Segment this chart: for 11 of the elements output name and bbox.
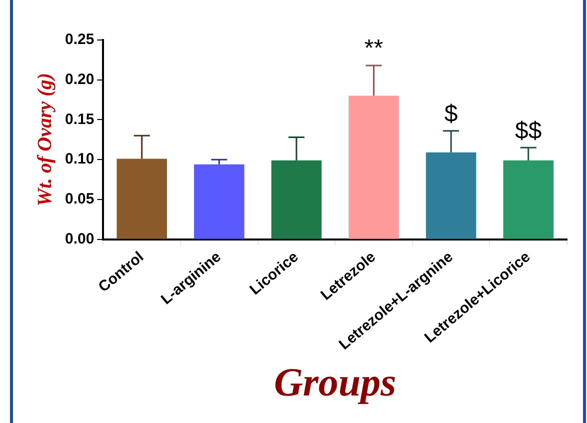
y-tick-label: 0.25 bbox=[64, 31, 94, 48]
y-tick-label: 0.05 bbox=[64, 190, 94, 208]
y-tick-label: 0.20 bbox=[64, 71, 94, 88]
y-axis-title: Wt. of Ovary (g) bbox=[34, 73, 56, 206]
y-tick-label: 0.00 bbox=[64, 230, 94, 248]
annotation: ** bbox=[364, 35, 384, 62]
y-tick-label: 0.10 bbox=[64, 150, 94, 168]
annotation: $$ bbox=[515, 117, 542, 144]
y-tick-label: 0.15 bbox=[64, 110, 94, 128]
annotation: $ bbox=[444, 100, 458, 128]
x-axis-title: Groups bbox=[274, 359, 396, 404]
